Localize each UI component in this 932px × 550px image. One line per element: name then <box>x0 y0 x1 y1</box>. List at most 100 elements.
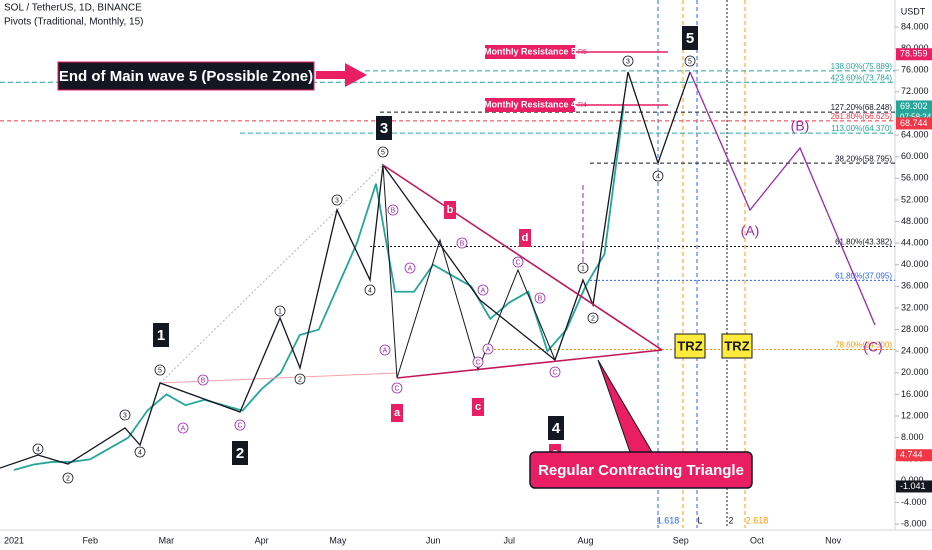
pivot-tag: R5 <box>578 49 587 56</box>
price-tag <box>896 48 932 61</box>
wave-box <box>376 116 392 140</box>
circled-label: A <box>408 265 413 272</box>
wave-label: 2 <box>236 445 244 462</box>
circled-label: 5 <box>158 367 162 374</box>
triangle-label: c <box>475 401 481 413</box>
y-tick-label: 84.000 <box>901 21 929 31</box>
triangle-line <box>396 349 663 379</box>
countdown: 07:58:24 <box>900 113 932 122</box>
correction-label: (B) <box>791 118 810 134</box>
circled-label: 3 <box>123 412 127 419</box>
circled-marker <box>652 170 664 182</box>
y-tick-label: 76.000 <box>901 65 929 75</box>
y-tick-label: 24.000 <box>901 346 929 356</box>
y-tick-label: 44.000 <box>901 237 929 247</box>
price-tag-label: -1.041 <box>900 481 926 491</box>
wave-box <box>682 26 698 50</box>
x-tick-label: 2021 <box>4 535 24 545</box>
callout-box <box>529 451 753 489</box>
circled-marker <box>154 364 166 376</box>
circled-marker <box>549 366 561 378</box>
time-fib-label: 1.618 <box>657 515 680 525</box>
circled-marker <box>512 256 524 268</box>
y-tick-label: 36.000 <box>901 281 929 291</box>
y-tick-label: 0.000 <box>901 475 924 485</box>
circled-marker <box>387 204 399 216</box>
callout-label: Regular Contracting Triangle <box>538 462 744 479</box>
x-tick-label: May <box>329 535 347 545</box>
circled-marker <box>197 374 209 386</box>
wave-label: 4 <box>552 420 561 437</box>
triangle-box <box>391 404 403 422</box>
correction-label: (C) <box>863 339 882 355</box>
x-tick-label: Sep <box>673 535 689 545</box>
y-tick-label: 40.000 <box>901 259 929 269</box>
circled-label: 5 <box>381 149 385 156</box>
x-tick-label: Nov <box>825 535 842 545</box>
circled-label: 4 <box>138 449 142 456</box>
circled-label: 4 <box>656 173 660 180</box>
y-tick-label: 52.000 <box>901 194 929 204</box>
y-tick-label: 64.000 <box>901 129 929 139</box>
fib-level-label: 38.20%(58.795) <box>835 154 892 163</box>
circled-label: C <box>394 385 399 392</box>
circled-marker <box>456 237 468 249</box>
price-tag <box>896 449 932 462</box>
circled-label: 1 <box>581 265 585 272</box>
fib-level-label: 423.60%(73.784) <box>831 73 893 82</box>
wave-label: 1 <box>157 327 165 344</box>
y-tick-label: 20.000 <box>901 367 929 377</box>
circled-marker <box>177 422 189 434</box>
triangle-box <box>444 201 456 219</box>
circled-label: 3 <box>335 197 339 204</box>
symbol-title: SOL / TetherUS, 1D, BINANCE <box>4 3 142 14</box>
circled-label: 2 <box>66 475 70 482</box>
resistance-label: Monthly Resistance 5 <box>484 46 576 56</box>
circled-label: 4 <box>368 287 372 294</box>
callout-label: End of Main wave 5 (Possible Zone) <box>59 68 313 85</box>
price-tag-label: 69.302 <box>900 101 928 111</box>
y-tick-label: 48.000 <box>901 216 929 226</box>
y-tick-label: 80.000 <box>901 43 929 53</box>
time-fib-label: L <box>697 515 702 525</box>
x-tick-label: Jul <box>504 535 516 545</box>
circled-marker <box>134 446 146 458</box>
triangle-box <box>519 229 531 247</box>
y-tick-label: 60.000 <box>901 151 929 161</box>
circled-label: C <box>475 359 480 366</box>
trz-box <box>674 333 706 359</box>
circled-label: 1 <box>278 308 282 315</box>
wave-box <box>153 323 169 347</box>
y-tick-label: 56.000 <box>901 173 929 183</box>
circled-marker <box>294 373 306 385</box>
x-tick-label: Aug <box>577 535 593 545</box>
circled-label: B <box>460 240 465 247</box>
wave-line <box>382 164 556 379</box>
x-tick-label: Mar <box>159 535 175 545</box>
y-tick-label: 28.000 <box>901 324 929 334</box>
fib-level-label: 61.80%(37.095) <box>835 272 892 281</box>
circled-marker <box>62 472 74 484</box>
circled-marker <box>534 292 546 304</box>
circled-marker <box>331 194 343 206</box>
callout-arrow <box>316 63 367 87</box>
time-fib-label: 2.618 <box>746 515 769 525</box>
x-tick-label: Feb <box>82 535 98 545</box>
fib-level-label: 127.20%(68.248) <box>831 103 893 112</box>
resistance-box <box>485 45 575 59</box>
currency: USDT <box>901 6 926 16</box>
price-tag <box>896 480 932 493</box>
circled-marker <box>472 356 484 368</box>
circled-label: 2 <box>298 376 302 383</box>
fib-level-label: 61.80%(43.382) <box>835 238 892 247</box>
x-tick-label: Oct <box>750 535 765 545</box>
resistance-box <box>485 98 575 112</box>
triangle-line <box>382 164 663 351</box>
price-tag <box>896 117 932 130</box>
trz-box <box>721 333 753 359</box>
resistance-label: Monthly Resistance 4 <box>484 99 576 109</box>
fib-level-label: 261.80%(66.625) <box>831 112 893 121</box>
wave-box <box>232 441 248 465</box>
circled-marker <box>391 382 403 394</box>
